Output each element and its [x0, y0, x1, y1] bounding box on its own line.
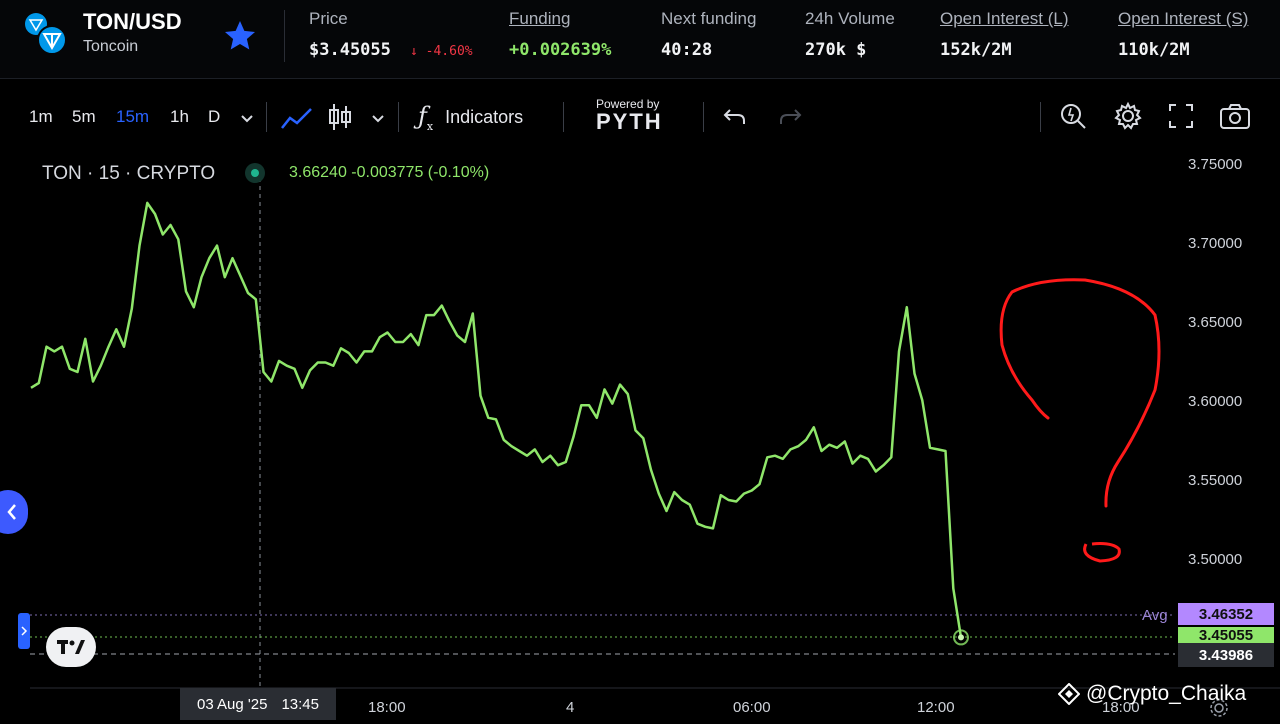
price-label: Price — [309, 9, 348, 28]
quick-search-icon[interactable] — [1058, 101, 1088, 131]
time-tick-day-4: 4 — [566, 699, 575, 716]
price-value: $3.45055 — [309, 40, 391, 60]
price-series-line — [30, 201, 963, 638]
indicators-label: Indicators — [445, 106, 524, 127]
ton-logo-icon — [22, 10, 68, 56]
question-mark-annotation — [999, 278, 1161, 508]
price-tick: 3.60000 — [1188, 393, 1243, 410]
volume-label: 24h Volume — [805, 9, 895, 28]
market-header: TON/USD Toncoin Price $3.45055 ↓ -4.60% … — [0, 0, 1280, 79]
time-tick-18-00: 18:00 — [368, 699, 406, 716]
toolbar-divider — [398, 102, 399, 132]
settings-gear-icon[interactable] — [1113, 101, 1143, 131]
open-interest-long-value: 152k/2M — [940, 40, 1012, 60]
watermark: @Crypto_Chaika — [1057, 682, 1247, 706]
tradingview-logo-icon[interactable] — [46, 627, 96, 667]
price-chart[interactable] — [0, 150, 1280, 720]
avg-label: Avg — [1142, 607, 1168, 624]
collapse-panel-chevron-left-icon[interactable] — [0, 490, 28, 534]
time-tick-12-00: 12:00 — [917, 699, 955, 716]
symbol-name: Toncoin — [83, 38, 139, 55]
crosshair-time: 13:45 — [281, 695, 319, 713]
interval-1m[interactable]: 1m — [29, 107, 53, 126]
binance-diamond-icon — [1057, 682, 1081, 706]
time-tick-18-00-second: 18:00 — [1102, 699, 1140, 716]
series-title: TON · 15 · CRYPTO — [42, 163, 216, 184]
line-chart-type-icon[interactable] — [280, 104, 314, 132]
toolbar-divider — [266, 102, 267, 132]
toolbar-divider — [563, 102, 564, 132]
powered-by-pyth-logo: Powered by PYTH — [596, 98, 676, 134]
chart-type-chevron-down-icon[interactable] — [370, 110, 386, 126]
price-tick: 3.55000 — [1188, 472, 1243, 489]
funding-value: +0.002639% — [509, 40, 612, 60]
toolbar-divider — [1040, 102, 1041, 132]
fullscreen-icon[interactable] — [1168, 103, 1194, 129]
volume-value: 270k $ — [805, 40, 867, 60]
price-tick: 3.65000 — [1188, 314, 1243, 331]
interval-dropdown-chevron-down-icon[interactable] — [239, 110, 255, 126]
price-tick: 3.70000 — [1188, 235, 1243, 252]
chart-toolbar: 1m 5m 15m 1h D — [0, 96, 1280, 140]
powered-by-label: Powered by — [596, 97, 660, 111]
last-price-dot — [958, 634, 964, 641]
favorite-star-icon[interactable] — [222, 18, 258, 54]
drawing-toolbar-toggle-chevron-right-icon[interactable] — [18, 613, 30, 649]
price-change: ↓ -4.60% — [410, 44, 473, 59]
toolbar-divider — [703, 102, 704, 132]
time-axis-settings-gear-icon[interactable] — [1208, 697, 1230, 719]
price-tick: 3.50000 — [1188, 551, 1243, 568]
watermark-text: @Crypto_Chaika — [1086, 682, 1247, 705]
open-interest-long-label[interactable]: Open Interest (L) — [940, 9, 1069, 28]
market-open-status-icon — [245, 163, 265, 183]
price-tick: 3.75000 — [1188, 156, 1243, 173]
crosshair-date: 03 Aug '25 — [197, 695, 268, 713]
crosshair-time-label: 03 Aug '25 13:45 — [180, 688, 336, 720]
redo-icon[interactable] — [777, 105, 803, 129]
ohlc-readout: 3.66240 -0.003775 (-0.10%) — [289, 164, 490, 181]
header-divider — [284, 10, 285, 62]
candlestick-chart-type-icon[interactable] — [326, 102, 354, 132]
open-interest-short-label[interactable]: Open Interest (S) — [1118, 9, 1249, 28]
open-interest-short-value: 110k/2M — [1118, 40, 1190, 60]
crosshair-price-tag: 3.43986 — [1178, 643, 1274, 667]
last-price-marker — [953, 629, 969, 646]
pyth-provider: PYTH — [596, 109, 663, 134]
last-price-tag: 3.45055 — [1178, 627, 1274, 643]
interval-1h[interactable]: 1h — [170, 107, 189, 126]
question-mark-dot-annotation — [1083, 542, 1121, 563]
symbol-title: TON/USD — [83, 9, 182, 34]
indicators-button[interactable]: ƒx Indicators — [418, 101, 524, 133]
time-tick-06-00: 06:00 — [733, 699, 771, 716]
interval-5m[interactable]: 5m — [72, 107, 96, 126]
avg-price-tag: 3.46352 — [1178, 603, 1274, 625]
screenshot-camera-icon[interactable] — [1219, 103, 1251, 131]
function-fx-icon: ƒx — [418, 101, 434, 133]
interval-15m[interactable]: 15m — [116, 107, 150, 126]
next-funding-value: 40:28 — [661, 40, 713, 60]
next-funding-label: Next funding — [661, 9, 757, 28]
funding-label[interactable]: Funding — [509, 9, 571, 28]
interval-d[interactable]: D — [208, 107, 221, 126]
undo-icon[interactable] — [722, 105, 748, 129]
